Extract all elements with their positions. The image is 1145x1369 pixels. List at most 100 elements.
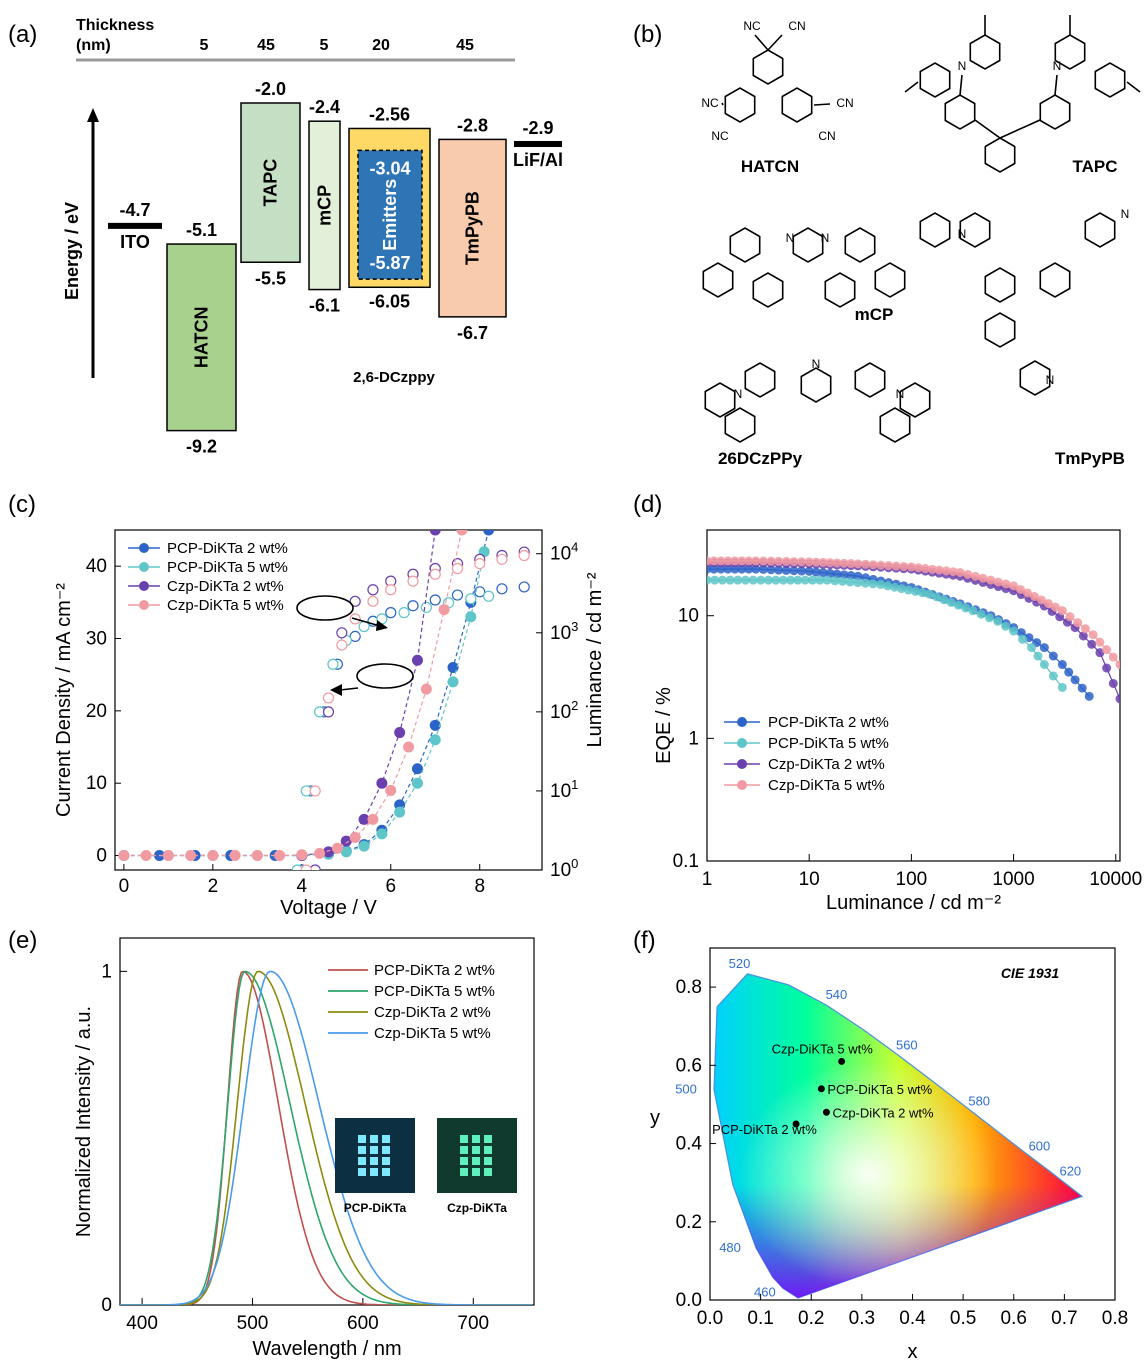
lv-point xyxy=(465,593,477,605)
eqe-point xyxy=(764,575,774,585)
legend-label: PCP-DiKTa 5 wt% xyxy=(768,735,889,752)
tmpypb-ring xyxy=(919,212,951,248)
atom-label: N xyxy=(1121,207,1130,221)
y-axis-label: Normalized Intensity / a.u. xyxy=(73,1006,95,1237)
bond xyxy=(904,81,919,93)
eqe-point xyxy=(903,585,913,595)
eqe-point xyxy=(978,573,988,583)
mcp-ring xyxy=(844,227,876,263)
lv-point xyxy=(309,864,321,870)
band-name: Emitters xyxy=(380,179,400,251)
eqe-point xyxy=(1057,606,1067,616)
dczppy-ring xyxy=(704,382,736,418)
y-tick-label: 0.2 xyxy=(676,1212,702,1233)
eqe-point xyxy=(797,566,807,576)
x-tick-label: 0.0 xyxy=(697,1308,723,1329)
jv-point xyxy=(140,850,152,862)
x-axis-label: Luminance / cd m⁻² xyxy=(826,892,1001,914)
eqe-point xyxy=(771,575,781,585)
legend-label: Czp-DiKTa 2 wt% xyxy=(167,578,284,595)
atom-label: N xyxy=(1046,373,1055,387)
wavelength-label: 460 xyxy=(754,1284,776,1299)
y-tick-label: 10 xyxy=(86,773,107,794)
lv-point xyxy=(385,607,397,619)
eqe-point xyxy=(804,566,814,576)
y-axis-label: y xyxy=(650,1107,660,1129)
eqe-point xyxy=(839,558,849,568)
legend-marker xyxy=(737,780,747,790)
eqe-point xyxy=(825,558,835,568)
jv-point xyxy=(438,604,450,616)
jv-point xyxy=(367,813,379,825)
panel-a: (a) Thickness (nm) 5 45 5 20 45 Energy / eV … xyxy=(8,17,563,457)
device-pixel xyxy=(472,1157,480,1165)
jv-point xyxy=(465,611,477,623)
legend-marker xyxy=(139,581,149,591)
homo-value: -6.05 xyxy=(369,291,410,311)
x-tick-label: 0.4 xyxy=(899,1308,926,1329)
thickness-title: Thickness xyxy=(76,17,154,34)
band-mcp xyxy=(308,120,341,291)
energy-level-diagram: -4.7 ITO -5.1 -9.2 HATCN -2.0 -5.5 TAPC -2.4 -6.1… xyxy=(108,79,563,457)
dczppy-ring xyxy=(800,367,832,403)
eqe-point xyxy=(986,575,996,585)
lv-point xyxy=(429,568,441,580)
eqe-point xyxy=(993,616,1003,626)
eqe-point xyxy=(920,564,930,574)
device-pixel xyxy=(472,1168,480,1176)
band-name: TAPC xyxy=(261,159,281,207)
legend-marker xyxy=(139,562,149,572)
cie-point xyxy=(792,1120,800,1128)
y-tick-label: 0.1 xyxy=(673,851,699,872)
eqe-point xyxy=(1108,678,1118,688)
eqe-point xyxy=(758,564,768,574)
eqe-point xyxy=(737,556,747,566)
eqe-point xyxy=(1050,602,1060,612)
bond xyxy=(721,102,724,106)
current-arrow-head xyxy=(330,684,342,696)
device-pixel xyxy=(382,1146,390,1154)
eqe-point xyxy=(1115,694,1120,704)
device-pixel xyxy=(358,1157,366,1165)
legend-label: Czp-DiKTa 2 wt% xyxy=(768,756,885,773)
y2-tick-exponent: 2 xyxy=(571,698,578,713)
plot-area xyxy=(707,556,1120,704)
eqe-point xyxy=(1057,682,1067,692)
atom-label: CN xyxy=(836,96,853,110)
device-pixel xyxy=(484,1146,492,1154)
thickness-value: 5 xyxy=(320,37,329,54)
y-tick-label: 0.6 xyxy=(676,1055,702,1076)
eqe-point xyxy=(1057,660,1067,670)
device-pixel xyxy=(382,1157,390,1165)
eqe-point xyxy=(800,575,810,585)
device-photo-pcp xyxy=(335,1118,415,1193)
legend-marker xyxy=(737,759,747,769)
eqe-point xyxy=(744,556,754,566)
current-ellipse xyxy=(356,663,414,689)
tapc-ring xyxy=(919,62,951,98)
eqe-point xyxy=(1070,675,1080,685)
eqe-point xyxy=(941,566,951,576)
eqe-point xyxy=(1001,621,1011,631)
legend-label: Czp-DiKTa 5 wt% xyxy=(768,777,885,794)
eqe-point xyxy=(961,603,971,613)
eqe-point xyxy=(934,565,944,575)
tapc-ring xyxy=(984,137,1016,173)
y2-tick-exponent: 4 xyxy=(571,540,578,555)
x-tick-label: 4 xyxy=(297,876,308,897)
device-pixel xyxy=(484,1157,492,1165)
jv-point xyxy=(118,850,130,862)
tapc-ring xyxy=(944,94,976,130)
y-tick-label: 0 xyxy=(101,1295,112,1316)
wavelength-label: 520 xyxy=(729,956,751,971)
y-tick-label: 0.0 xyxy=(676,1290,702,1311)
panel-f: (f) 460 480 500 520 540 560 580 600 620 CIE 1931 0… xyxy=(633,927,1128,1363)
mcp-ring xyxy=(729,227,761,263)
y2-tick-label: 101 xyxy=(550,777,578,802)
lv-point xyxy=(496,583,508,595)
panel-c: (c) 0 2 4 6 8010203040100101102103104Voltage… xyxy=(8,491,606,919)
eqe-point xyxy=(725,575,735,585)
